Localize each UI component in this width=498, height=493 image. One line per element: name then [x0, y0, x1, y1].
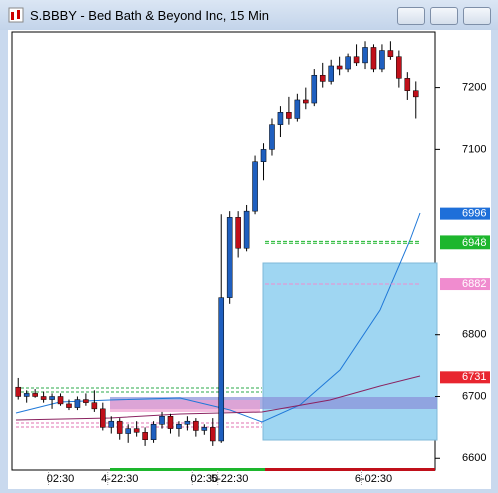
candle-body — [66, 403, 72, 408]
candle-body — [235, 217, 241, 249]
x-tick-label: 02:30 — [47, 473, 75, 485]
candle-body — [91, 402, 98, 410]
candle-body — [125, 428, 131, 434]
price-tag-label: 6996 — [462, 208, 486, 220]
price-tag — [440, 207, 490, 220]
x-tick-label: 5-22:30 — [211, 473, 248, 485]
candle-body — [336, 65, 343, 70]
candle-body — [311, 74, 318, 104]
candle-body — [319, 74, 326, 82]
candle-body — [15, 386, 22, 397]
candle-body — [387, 50, 394, 57]
maximize-button[interactable] — [430, 7, 458, 25]
candle-body — [142, 432, 148, 440]
candle-body — [116, 420, 123, 434]
candle-body — [108, 420, 115, 428]
moving-average — [15, 375, 421, 421]
candle-body — [49, 396, 55, 400]
candle-body — [218, 297, 225, 442]
minimize-button[interactable] — [397, 7, 425, 25]
candle-body — [269, 124, 275, 150]
app-icon — [8, 7, 24, 23]
range-box — [262, 262, 438, 441]
price-tag-label: 6882 — [462, 278, 486, 290]
price-tag — [440, 278, 490, 291]
candle-body — [243, 210, 250, 249]
y-tick-label: 6700 — [462, 390, 486, 402]
y-tick-label: 6800 — [462, 329, 486, 341]
candle-body — [328, 65, 334, 82]
close-button[interactable] — [463, 7, 491, 25]
price-tag-label: 6948 — [462, 237, 486, 249]
session-bar — [265, 468, 435, 471]
moving-average — [15, 212, 421, 423]
candle-body — [176, 424, 182, 429]
candle-body — [184, 420, 191, 425]
candle-body — [404, 78, 411, 91]
candle-body — [362, 47, 368, 64]
candle-body — [252, 161, 258, 212]
candle-body — [370, 47, 377, 70]
x-tick-label: 6-02:30 — [355, 473, 392, 485]
candle-body — [260, 149, 267, 162]
y-tick-label: 7200 — [462, 82, 486, 94]
candle-body — [193, 420, 199, 431]
candle-body — [167, 416, 174, 429]
candle-body — [150, 424, 157, 440]
candle-body — [345, 56, 351, 70]
candle-body — [159, 416, 165, 425]
candle-body — [74, 399, 81, 408]
candle-body — [100, 408, 106, 428]
x-tick-label: 4-22:30 — [101, 473, 138, 485]
candle-body — [353, 56, 360, 64]
candle-body — [57, 396, 64, 405]
y-tick-label: 7100 — [462, 143, 486, 155]
title-bar: S.BBBY - Bed Bath & Beyond Inc, 15 Min — [0, 0, 498, 30]
session-bar — [110, 468, 265, 471]
candle-body — [286, 112, 292, 119]
window-title: S.BBBY - Bed Bath & Beyond Inc, 15 Min — [30, 8, 269, 23]
candle-body — [83, 399, 89, 403]
candle-body — [23, 393, 30, 397]
candle-body — [412, 90, 419, 98]
candle-body — [303, 99, 309, 104]
candle-body — [209, 427, 216, 442]
candle-body — [40, 396, 47, 400]
candle-body — [294, 99, 301, 119]
price-tag — [440, 237, 490, 250]
y-tick-label: 6600 — [462, 452, 486, 464]
x-tick-label: 02:30 — [191, 473, 219, 485]
zone-band — [110, 400, 260, 412]
candle-body — [277, 112, 284, 125]
candle-body — [201, 427, 208, 431]
candle-body — [396, 56, 402, 79]
price-tag — [440, 371, 490, 384]
candle-body — [379, 50, 385, 70]
price-tag-label: 6731 — [462, 371, 486, 383]
candle-body — [32, 393, 38, 397]
candle-body — [133, 428, 140, 433]
candle-body — [226, 217, 233, 298]
